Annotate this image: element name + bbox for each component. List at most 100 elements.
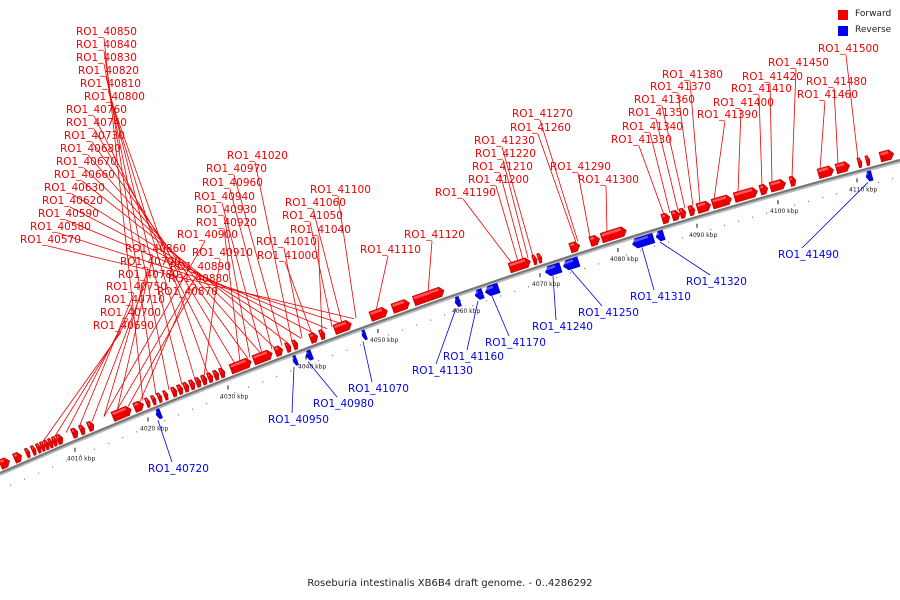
leader-line xyxy=(791,68,797,178)
gene-arrow-highlight xyxy=(537,254,540,257)
gene-label-reverse: RO1_41310 xyxy=(630,291,691,303)
gene-arrow-highlight xyxy=(274,347,279,351)
gene-arrow-highlight xyxy=(171,388,174,391)
leader-line xyxy=(758,94,763,186)
gene-arrow-body xyxy=(85,420,95,433)
forward-gene xyxy=(687,205,696,217)
legend-reverse-label: Reverse xyxy=(855,25,892,35)
leader-line xyxy=(462,198,513,264)
minor-tick xyxy=(122,437,124,439)
minor-tick xyxy=(514,290,516,292)
minor-tick xyxy=(38,472,40,474)
gene-label-reverse: RO1_41130 xyxy=(412,365,473,377)
leader-line xyxy=(221,202,263,354)
forward-gene xyxy=(38,441,46,453)
gene-arrow-highlight xyxy=(157,393,160,397)
leader-line xyxy=(312,208,343,324)
gene-arrow-body xyxy=(788,175,797,187)
forward-gene xyxy=(531,254,538,266)
gene-arrow-highlight xyxy=(334,321,347,329)
gene-arrow-highlight xyxy=(292,356,295,360)
gene-label-forward: RO1_41380 xyxy=(662,69,723,81)
minor-tick xyxy=(262,381,264,383)
gene-arrow-highlight xyxy=(760,185,764,189)
forward-gene xyxy=(85,420,95,433)
minor-tick xyxy=(780,208,782,210)
minor-tick xyxy=(136,431,138,433)
gene-label-forward: RO1_40580 xyxy=(30,221,91,233)
gene-arrow-body xyxy=(34,443,42,454)
minor-tick xyxy=(822,196,824,199)
gene-arrow-highlight xyxy=(532,255,535,259)
leader-line xyxy=(57,232,342,324)
gene-label-forward: RO1_40730 xyxy=(64,130,125,142)
gene-arrow-body xyxy=(132,400,144,413)
minor-tick xyxy=(360,344,362,346)
gene-arrow-highlight xyxy=(866,172,869,176)
leader-line xyxy=(103,63,170,390)
gene-arrow-highlight xyxy=(44,440,47,444)
gene-arrow-highlight xyxy=(48,439,51,442)
legend-forward: Forward xyxy=(838,9,898,21)
gene-arrow-body xyxy=(54,433,64,446)
minor-tick xyxy=(164,419,166,422)
leader-line xyxy=(93,115,223,369)
leader-line xyxy=(638,145,665,215)
minor-tick xyxy=(150,425,152,427)
gene-label-forward: RO1_41420 xyxy=(742,71,803,83)
leader-line xyxy=(713,120,726,200)
gene-arrow-body xyxy=(194,376,202,388)
gene-label-forward: RO1_40630 xyxy=(44,182,105,194)
gene-arrow-highlight xyxy=(818,167,829,173)
gene-label-forward: RO1_41050 xyxy=(282,210,343,222)
gene-label-forward: RO1_40920 xyxy=(196,217,257,229)
leader-line xyxy=(375,255,389,311)
gene-arrow-highlight xyxy=(71,429,75,433)
leader-line xyxy=(570,269,603,307)
gene-label-forward: RO1_40890 xyxy=(170,261,231,273)
minor-tick xyxy=(234,392,236,394)
gene-arrow-highlight xyxy=(145,398,148,402)
gene-label-forward: RO1_40900 xyxy=(177,229,238,241)
gene-arrow-highlight xyxy=(589,236,595,241)
minor-tick xyxy=(668,241,670,243)
minor-tick xyxy=(794,204,796,206)
reverse-gene xyxy=(865,170,874,182)
gene-arrow-body xyxy=(251,349,273,366)
forward-gene xyxy=(34,443,42,454)
axis-tick-label: 4020 kbp xyxy=(140,425,168,432)
gene-arrow-body xyxy=(568,241,581,254)
minor-tick xyxy=(444,314,446,316)
gene-label-forward: RO1_41040 xyxy=(290,224,351,236)
forward-gene xyxy=(856,157,863,169)
gene-arrow-body xyxy=(670,209,681,222)
leader-line xyxy=(65,305,133,433)
gene-arrow-highlight xyxy=(201,376,204,379)
forward-gene xyxy=(69,427,79,439)
leader-line xyxy=(689,80,701,204)
gene-arrow-body xyxy=(474,288,485,300)
leader-line xyxy=(254,161,293,342)
leader-line xyxy=(661,105,686,209)
leader-line xyxy=(41,331,122,443)
gene-arrow-highlight xyxy=(292,340,295,344)
gene-arrow-body xyxy=(710,194,732,210)
leader-line xyxy=(577,172,591,238)
gene-label-reverse: RO1_40950 xyxy=(268,414,329,426)
gene-arrow-highlight xyxy=(13,453,18,457)
minor-tick xyxy=(682,237,684,239)
minor-tick xyxy=(24,478,26,480)
leader-line xyxy=(284,261,313,335)
gene-label-forward: RO1_40840 xyxy=(76,39,137,51)
gene-arrow-highlight xyxy=(133,402,139,407)
leader-line xyxy=(655,118,679,211)
gene-arrow-highlight xyxy=(361,331,364,335)
leader-line xyxy=(362,341,373,383)
gene-arrow-highlight xyxy=(25,449,28,452)
gene-arrow-body xyxy=(29,445,37,456)
leader-line xyxy=(435,308,457,365)
gene-label-forward: RO1_40850 xyxy=(76,26,137,38)
gene-arrow-highlight xyxy=(454,298,457,301)
axis-tick-label: 4070 kbp xyxy=(532,281,560,288)
gene-arrow-body xyxy=(485,282,501,297)
